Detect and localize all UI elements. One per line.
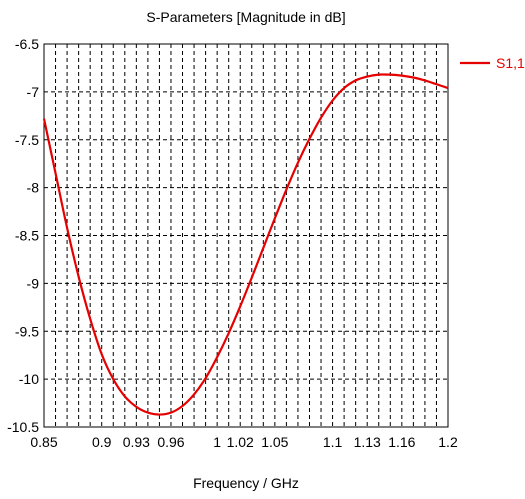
grid-lines (44, 44, 448, 427)
x-tick-label: 1 (213, 434, 221, 450)
series-line-s11 (42, 73, 449, 416)
y-tick-label: -8 (27, 180, 40, 196)
y-tick-label: -6.5 (15, 36, 39, 52)
y-tick-label: -10.5 (7, 419, 39, 435)
y-tick-label: -10 (19, 371, 39, 387)
x-tick-label: 0.93 (123, 434, 150, 450)
x-tick-labels: 0.85 0.9 0.93 0.96 1 1.02 1.05 1.1 1.13 1.16 1.2 (30, 434, 458, 450)
x-tick-label: 1.13 (354, 434, 381, 450)
plot-frame (43, 43, 449, 428)
x-tick-label: 0.85 (30, 434, 57, 450)
y-tick-label: -7 (27, 84, 40, 100)
x-tick-label: 0.96 (157, 434, 184, 450)
x-tick-label: 1.16 (388, 434, 415, 450)
legend-label: S1,1 (496, 55, 525, 71)
y-tick-label: -9 (27, 275, 40, 291)
y-tick-labels: -6.5 -7 -7.5 -8 -8.5 -9 -9.5 -10 -10.5 (7, 36, 39, 435)
x-tick-label: 1.1 (323, 434, 343, 450)
x-axis-label: Frequency / GHz (193, 475, 299, 491)
y-tick-label: -9.5 (15, 323, 39, 339)
chart-title: S-Parameters [Magnitude in dB] (146, 9, 345, 25)
legend: S1,1 (460, 55, 525, 71)
x-tick-label: 0.9 (92, 434, 112, 450)
series-lines (42, 73, 449, 416)
x-tick-label: 1.02 (227, 434, 254, 450)
x-tick-label: 1.2 (438, 434, 458, 450)
y-tick-label: -7.5 (15, 132, 39, 148)
x-tick-label: 1.05 (261, 434, 288, 450)
y-tick-label: -8.5 (15, 228, 39, 244)
